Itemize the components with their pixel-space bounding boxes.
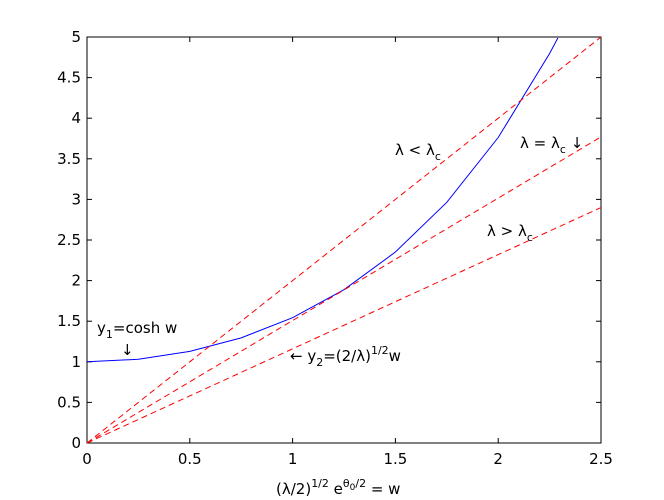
plot-frame	[86, 36, 602, 444]
y-tick-label: 5	[71, 28, 81, 46]
y-tick-label: 3.5	[57, 150, 81, 168]
y-tick-label: 1.5	[57, 312, 81, 330]
annotation: ← y2=(2/λ)1/2w	[290, 344, 401, 369]
annotation: λ = λc ↓	[520, 134, 583, 156]
x-tick-label: 2	[493, 450, 503, 468]
annotation: ↓	[121, 341, 134, 359]
x-tick-label: 2.5	[589, 450, 613, 468]
annotation: λ > λc	[487, 222, 533, 244]
x-tick-label: 0	[82, 450, 92, 468]
y-tick-label: 2.5	[57, 231, 81, 249]
x-axis-label: (λ/2)1/2 eθ0/2 = w	[276, 477, 400, 498]
y-tick-label: 4	[71, 109, 81, 127]
series-line	[86, 36, 602, 444]
y-tick-label: 0.5	[57, 393, 81, 411]
annotation: y1=cosh w	[97, 319, 177, 341]
y-tick-label: 4.5	[57, 69, 81, 87]
x-tick-label: 0.5	[178, 450, 202, 468]
y-tick-label: 1	[71, 353, 81, 371]
x-tick-label: 1.5	[383, 450, 407, 468]
annotation: λ < λc	[395, 141, 441, 163]
y-tick-label: 3	[71, 190, 81, 208]
series-line	[86, 37, 559, 363]
y-tick-label: 0	[71, 434, 81, 452]
y-tick-label: 2	[71, 272, 81, 290]
x-tick-label: 1	[288, 450, 298, 468]
series-line	[86, 207, 602, 444]
